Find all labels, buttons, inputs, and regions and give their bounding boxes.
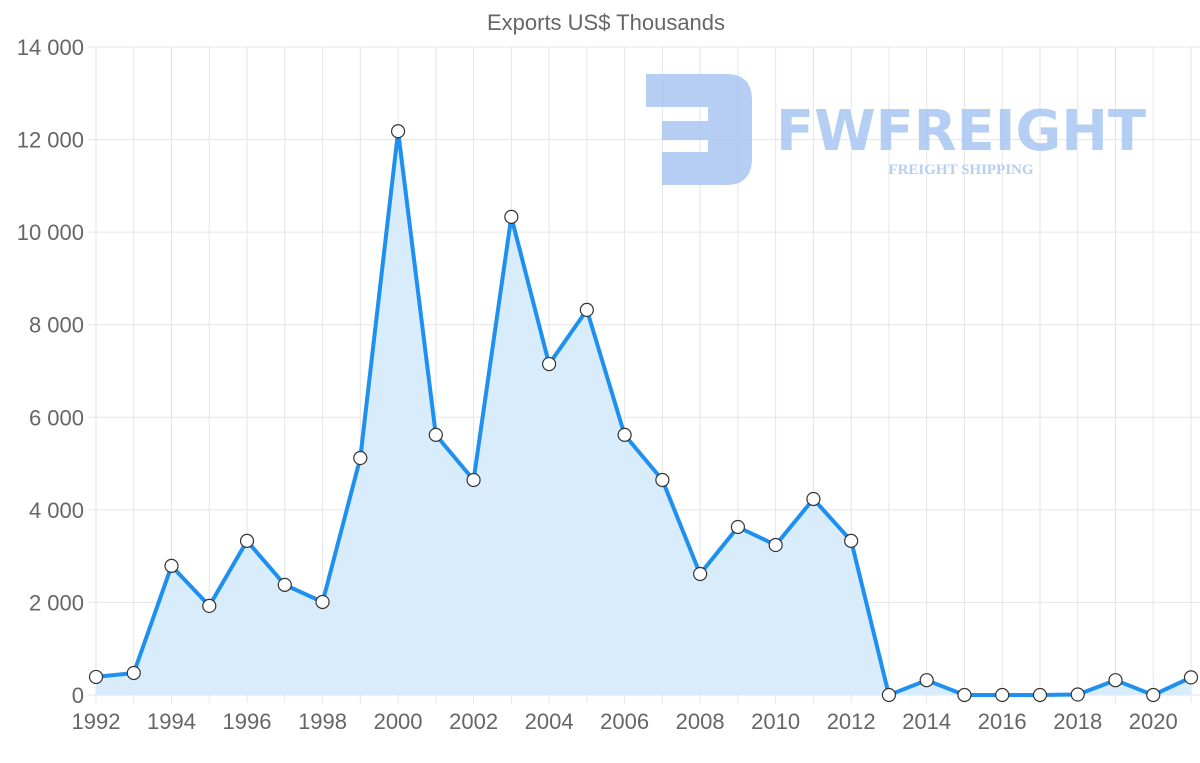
area-fill [96,131,1191,695]
data-point [579,302,594,318]
x-tick-label: 2010 [751,709,800,734]
data-point [1146,687,1161,703]
data-point [390,124,406,139]
x-tick-label: 2000 [374,709,423,734]
data-point [202,598,217,614]
data-point [768,537,783,553]
x-tick-label: 2020 [1129,709,1178,734]
y-tick-label: 4 000 [29,498,84,523]
y-tick-label: 2 000 [29,590,84,615]
data-point [277,577,292,592]
y-tick-label: 12 000 [17,128,84,153]
x-tick-label: 1994 [147,709,196,734]
data-point [957,687,972,703]
x-tick-label: 2012 [827,709,876,734]
data-point [353,450,368,466]
data-point [1108,673,1123,688]
watermark-brand: FWFREIGHT [776,99,1146,164]
data-point [1183,670,1199,685]
data-point [239,533,255,548]
x-tick-label: 2008 [676,709,725,734]
x-tick-label: 2004 [525,709,574,734]
data-point [88,669,104,685]
data-point [806,491,821,507]
data-point [693,566,708,582]
fwfreight-watermark: FWFREIGHT FREIGHT SHIPPING [646,74,1146,185]
data-point [617,427,632,442]
y-tick-label: 8 000 [29,313,84,338]
data-point [126,665,141,681]
y-axis-ticks: 0 2 000 4 000 6 000 8 000 10 000 12 000 14 000 [17,35,84,708]
data-point [504,209,519,224]
y-tick-label: 14 000 [17,35,84,60]
data-point [655,472,670,488]
data-point [919,673,934,688]
data-point [164,558,179,573]
x-tick-label: 2006 [600,709,649,734]
y-tick-label: 6 000 [29,405,84,430]
y-tick-label: 10 000 [17,220,84,245]
x-tick-label: 1998 [298,709,347,734]
data-point [1070,687,1085,702]
data-points [88,124,1199,703]
x-tick-label: 1992 [72,709,121,734]
x-tick-label: 2002 [449,709,498,734]
y-tick-label: 0 [72,683,84,708]
x-tick-label: 1996 [223,709,272,734]
data-point [995,687,1010,703]
x-axis-ticks: 1992 1994 1996 1998 2000 2002 2004 2006 2008 2010… [72,709,1178,734]
data-point [730,519,745,535]
data-point [881,687,897,703]
x-tick-label: 2014 [902,709,951,734]
data-point [1032,687,1048,703]
data-point [844,533,859,548]
watermark-tagline: FREIGHT SHIPPING [888,162,1033,178]
fwfreight-logo-icon [646,74,752,185]
chart-title: Exports US$ Thousands [487,10,725,35]
data-point [428,427,443,442]
x-tick-label: 2018 [1053,709,1102,734]
data-point [466,472,481,488]
data-point [315,594,330,610]
x-tick-label: 2016 [978,709,1027,734]
data-point [542,356,557,372]
